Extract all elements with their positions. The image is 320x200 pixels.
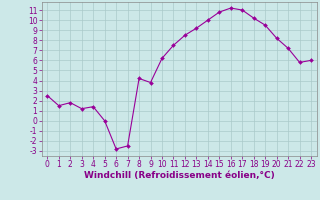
X-axis label: Windchill (Refroidissement éolien,°C): Windchill (Refroidissement éolien,°C) [84,171,275,180]
